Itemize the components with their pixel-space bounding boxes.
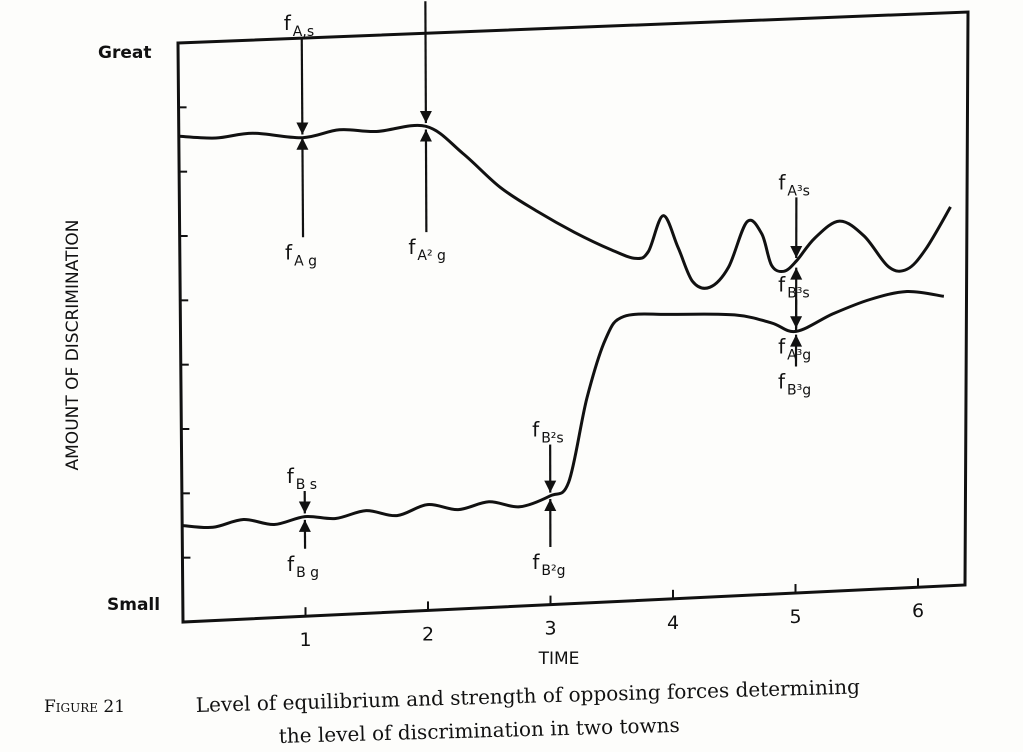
force-arrow-head bbox=[790, 267, 803, 280]
force-arrow-head bbox=[296, 122, 309, 135]
series-group bbox=[178, 123, 952, 530]
force-arrow-head bbox=[419, 111, 432, 124]
force-arrow-head bbox=[296, 137, 309, 150]
force-arrow-shaft bbox=[301, 137, 305, 238]
x-axis-label: TIME bbox=[538, 649, 580, 669]
force-arrow-head bbox=[419, 129, 432, 142]
force-arrow-head bbox=[790, 334, 803, 347]
force-arrow-shaft bbox=[300, 38, 304, 135]
force-label: f A,s bbox=[284, 11, 314, 40]
force-label: fA s bbox=[407, 0, 437, 3]
figure-caption-label: Figure 21 bbox=[44, 697, 125, 717]
force-label: f B²s bbox=[532, 418, 564, 447]
x-tick-label: 2 bbox=[422, 623, 434, 645]
x-axis-ticks: 1 2 3 4 5 6 bbox=[299, 578, 924, 651]
x-tick-label: 4 bbox=[667, 612, 679, 634]
series-line-town-a bbox=[178, 123, 952, 290]
series-line-town-b bbox=[182, 289, 945, 530]
force-arrow-head bbox=[298, 501, 311, 514]
plot-frame bbox=[176, 10, 970, 624]
x-tick-label: 6 bbox=[912, 600, 924, 622]
force-label: f B³s bbox=[778, 272, 810, 301]
y-axis-label: AMOUNT OF DISCRIMINATION bbox=[63, 220, 83, 471]
figure-caption-line-2: the level of discrimination in two towns bbox=[278, 713, 680, 748]
force-arrow-head bbox=[790, 246, 803, 259]
x-tick-label: 5 bbox=[789, 606, 801, 628]
y-top-label: Great bbox=[98, 43, 151, 63]
force-label: f A² g bbox=[408, 235, 446, 264]
force-arrow-head bbox=[544, 498, 557, 511]
force-arrow-shaft bbox=[424, 1, 427, 124]
force-arrow-head bbox=[544, 480, 557, 493]
x-tick-label: 1 bbox=[299, 629, 311, 651]
force-label: f A³g bbox=[778, 334, 811, 363]
force-label: f B²g bbox=[532, 550, 565, 579]
x-tick-label: 3 bbox=[544, 618, 556, 640]
force-label: f A³s bbox=[778, 170, 810, 199]
y-bottom-label: Small bbox=[107, 595, 160, 615]
figure-caption-line-1: Level of equilibrium and strength of opp… bbox=[195, 674, 860, 717]
y-axis-ticks bbox=[177, 106, 191, 559]
force-arrow-head bbox=[298, 519, 311, 532]
force-arrow-head bbox=[790, 316, 803, 329]
force-label: f B³g bbox=[778, 369, 811, 398]
